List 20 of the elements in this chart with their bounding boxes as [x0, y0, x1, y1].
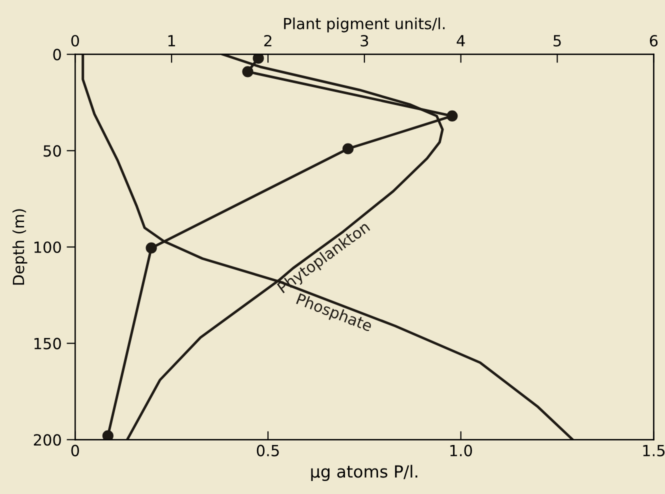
x2-tick-label: 6	[650, 34, 658, 47]
x-axis-title: μg atoms P/l.	[311, 464, 418, 481]
y-tick-label: 200	[34, 434, 61, 446]
x-tick-label: 0.5	[256, 444, 279, 456]
y-tick-label: 0	[53, 48, 61, 60]
x2-axis-title: Plant pigment units/l.	[284, 18, 445, 32]
y-axis-title: Depth (m)	[12, 209, 28, 285]
x-tick-label: 1.0	[450, 444, 472, 456]
y-tick-label: 100	[34, 241, 61, 254]
x2-tick-label: 4	[456, 35, 465, 46]
x2-tick-label: 2	[264, 34, 272, 46]
y-tick-label: 150	[34, 338, 61, 350]
x-tick-label: 0	[71, 444, 79, 456]
x2-tick-label: 3	[360, 34, 368, 47]
x2-tick-label: 1	[168, 35, 176, 46]
x2-tick-label: 5	[554, 35, 561, 47]
y-tick-label: 50	[44, 145, 61, 157]
x2-tick-label: 0	[71, 34, 79, 47]
line-series	[82, 54, 574, 440]
x-tick-label: 1.5	[643, 444, 665, 456]
